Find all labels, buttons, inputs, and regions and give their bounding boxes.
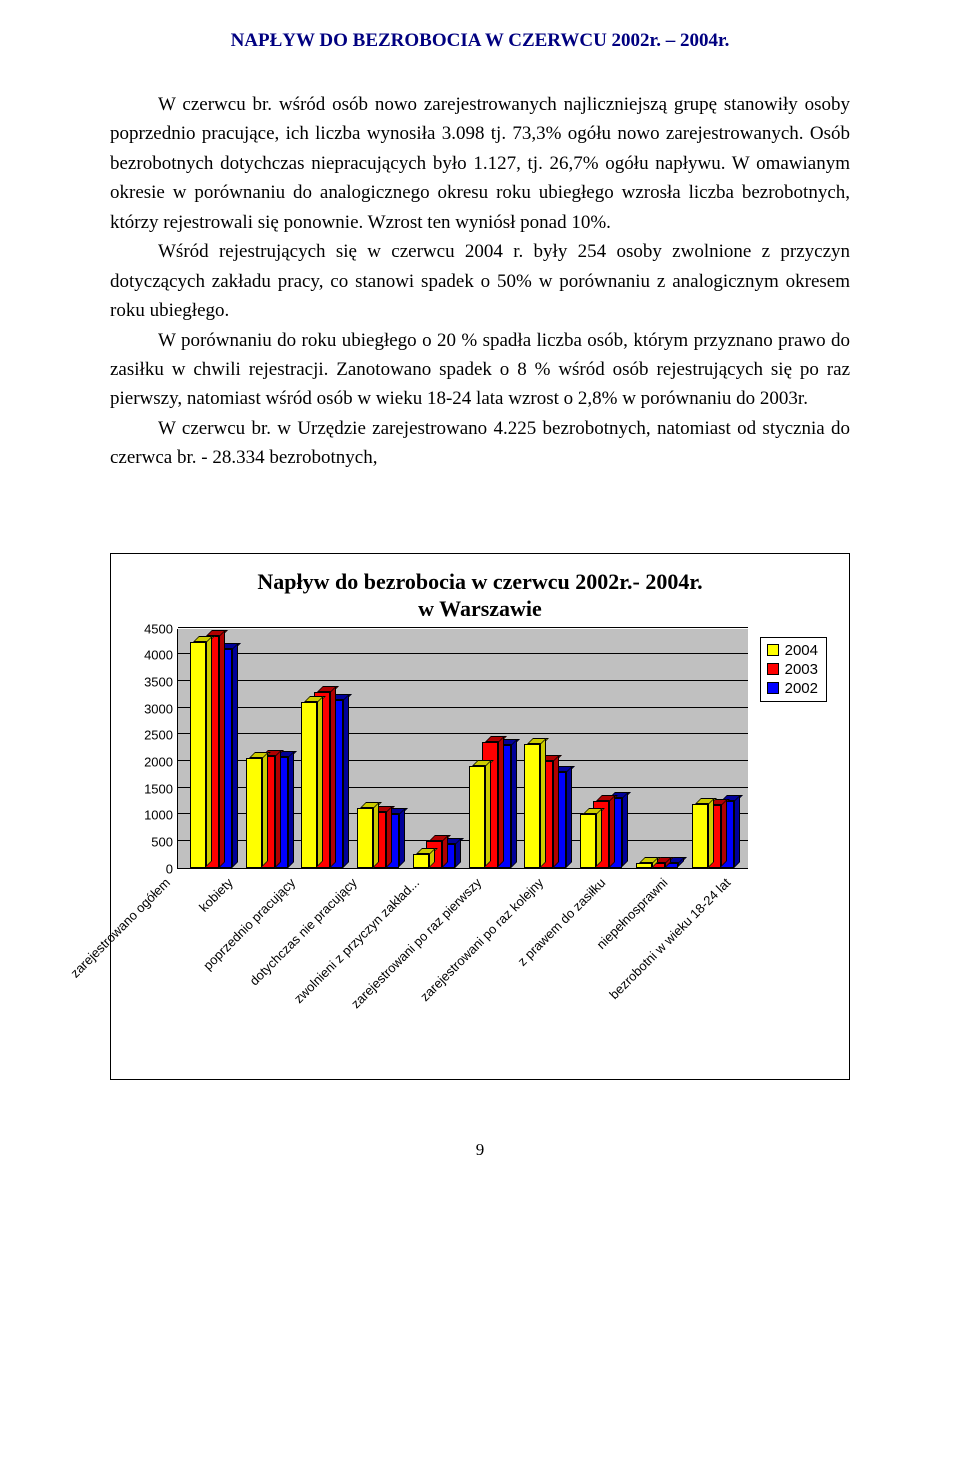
legend-item: 2004 xyxy=(767,641,818,660)
y-tick-label: 3000 xyxy=(144,701,173,716)
chart-title-line2: w Warszawie xyxy=(418,596,542,621)
body-text: W czerwcu br. wśród osób nowo zarejestro… xyxy=(110,90,850,473)
legend-swatch xyxy=(767,644,779,656)
y-tick-label: 2000 xyxy=(144,755,173,770)
grid-line xyxy=(178,733,748,734)
legend-swatch xyxy=(767,682,779,694)
paragraph-3: W porównaniu do roku ubiegłego o 20 % sp… xyxy=(110,326,850,414)
x-tick-label: bezrobotni w wieku 18-24 lat xyxy=(606,875,733,1002)
chart-title: Napływ do bezrobocia w czerwcu 2002r.- 2… xyxy=(133,568,827,623)
plot-wrap: 050010001500200025003000350040004500 zar… xyxy=(133,629,748,1069)
bar-group xyxy=(301,629,345,868)
x-tick-label: kobiety xyxy=(196,875,236,915)
bar-group xyxy=(469,629,513,868)
legend-swatch xyxy=(767,663,779,675)
bar-group xyxy=(580,629,624,868)
document-page: NAPŁYW DO BEZROBOCIA W CZERWCU 2002r. – … xyxy=(0,0,960,1200)
bar-group xyxy=(524,629,568,868)
grid-line xyxy=(178,627,748,628)
x-tick-label: zwolnieni z przyczyn zakład... xyxy=(291,875,422,1006)
grid-line xyxy=(178,653,748,654)
y-axis: 050010001500200025003000350040004500 xyxy=(133,629,177,869)
legend-label: 2003 xyxy=(785,661,818,678)
bar-group xyxy=(246,629,290,868)
legend-label: 2004 xyxy=(785,642,818,659)
grid-line xyxy=(178,680,748,681)
x-tick-label: dotychczas nie pracujący xyxy=(247,875,360,988)
paragraph-4: W czerwcu br. w Urzędzie zarejestrowano … xyxy=(110,414,850,473)
x-axis-labels: zarejestrowano ogółemkobietypoprzednio p… xyxy=(177,869,748,1069)
chart-legend: 2004 2003 2002 xyxy=(760,637,827,702)
x-tick-label: zarejestrowani po raz pierwszy xyxy=(348,875,484,1011)
bar-group xyxy=(190,629,234,868)
bars-layer xyxy=(178,629,748,868)
legend-item: 2003 xyxy=(767,660,818,679)
bar-group xyxy=(357,629,401,868)
x-tick-label: zarejestrowani po raz kolejny xyxy=(417,875,546,1004)
y-tick-label: 1000 xyxy=(144,808,173,823)
grid-line xyxy=(178,707,748,708)
x-tick-label: zarejestrowano ogółem xyxy=(68,875,174,981)
paragraph-2: Wśród rejestrujących się w czerwcu 2004 … xyxy=(110,237,850,325)
bar-group xyxy=(692,629,736,868)
chart-title-line1: Napływ do bezrobocia w czerwcu 2002r.- 2… xyxy=(257,569,702,594)
legend-item: 2002 xyxy=(767,679,818,698)
y-tick-label: 4500 xyxy=(144,621,173,636)
y-tick-label: 4000 xyxy=(144,648,173,663)
page-number: 9 xyxy=(110,1140,850,1160)
chart-grid xyxy=(177,629,748,869)
chart-container: Napływ do bezrobocia w czerwcu 2002r.- 2… xyxy=(110,553,850,1080)
paragraph-1: W czerwcu br. wśród osób nowo zarejestro… xyxy=(110,90,850,237)
bar-group xyxy=(413,629,457,868)
y-tick-label: 3500 xyxy=(144,675,173,690)
legend-label: 2002 xyxy=(785,680,818,697)
y-tick-label: 1500 xyxy=(144,781,173,796)
y-tick-label: 0 xyxy=(166,861,173,876)
plot-area: 050010001500200025003000350040004500 xyxy=(133,629,748,869)
bar-group xyxy=(636,629,680,868)
page-title: NAPŁYW DO BEZROBOCIA W CZERWCU 2002r. – … xyxy=(110,30,850,52)
y-tick-label: 2500 xyxy=(144,728,173,743)
y-tick-label: 500 xyxy=(151,835,173,850)
